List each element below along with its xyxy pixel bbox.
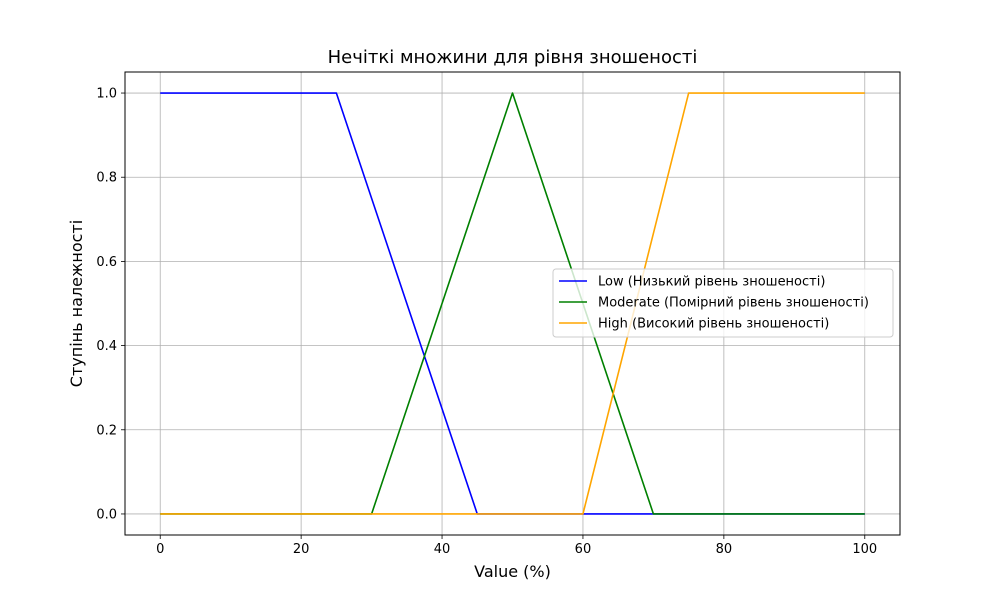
x-tick-label: 0 — [156, 542, 164, 557]
legend-box — [552, 268, 894, 338]
x-tick-label: 80 — [716, 542, 733, 557]
y-tick-label: 1.0 — [96, 87, 117, 102]
y-axis-label: Ступінь належності — [67, 220, 86, 387]
y-tick-label: 0.8 — [96, 171, 117, 186]
legend-label: Low (Низький рівень зношеності) — [598, 275, 825, 290]
legend-label: High (Високий рівень зношеності) — [598, 317, 829, 332]
x-tick-label: 60 — [575, 542, 592, 557]
x-tick-label: 40 — [434, 542, 451, 557]
y-tick-label: 0.0 — [96, 507, 117, 522]
ticks: 0 20 40 60 80 100 0.0 0.2 0.4 0.6 0.8 1.0 — [96, 87, 877, 557]
legend: Low (Низький рівень зношеності) Moderate … — [552, 268, 894, 338]
y-tick-label: 0.6 — [96, 255, 117, 270]
y-tick-label: 0.2 — [96, 423, 117, 438]
plot-frame — [124, 71, 901, 536]
chart-title: Нечіткі множини для рівня зношеності — [328, 47, 698, 68]
x-tick-label: 20 — [293, 542, 310, 557]
x-tick-label: 100 — [852, 542, 877, 557]
y-tick-label: 0.4 — [96, 339, 117, 354]
x-axis-label: Value (%) — [474, 562, 551, 581]
legend-label: Moderate (Помірний рівень зношеності) — [598, 296, 869, 311]
